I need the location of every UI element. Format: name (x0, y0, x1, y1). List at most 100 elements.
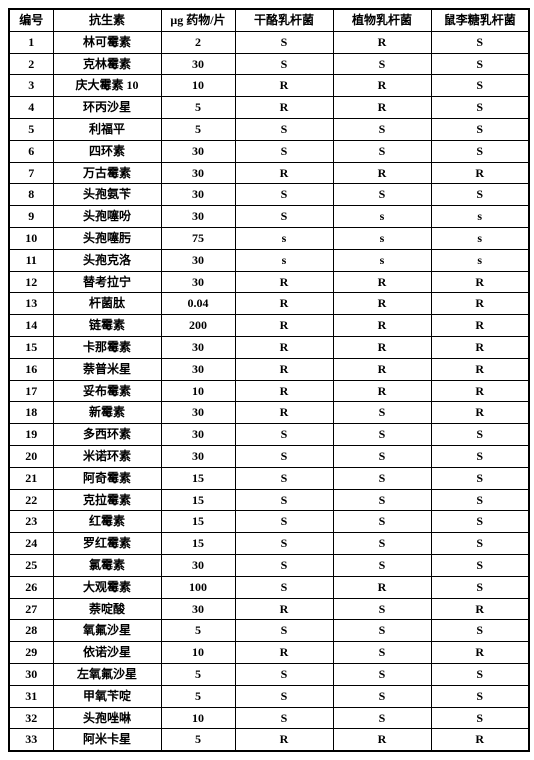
table-cell: S (235, 489, 333, 511)
table-cell: S (333, 445, 431, 467)
table-cell: S (333, 467, 431, 489)
table-cell: S (431, 554, 529, 576)
table-row: 10头孢噻肟75sss (9, 227, 529, 249)
table-row: 20米诺环素30SSS (9, 445, 529, 467)
table-cell: 环丙沙星 (53, 97, 161, 119)
table-cell: 庆大霉素 10 (53, 75, 161, 97)
table-cell: R (431, 642, 529, 664)
table-cell: 头孢噻肟 (53, 227, 161, 249)
table-cell: R (333, 31, 431, 53)
table-cell: R (333, 336, 431, 358)
table-cell: R (431, 729, 529, 751)
table-cell: 16 (9, 358, 53, 380)
table-cell: S (431, 533, 529, 555)
table-cell: 3 (9, 75, 53, 97)
table-row: 28氧氟沙星5SSS (9, 620, 529, 642)
table-cell: R (431, 402, 529, 424)
table-cell: 30 (161, 424, 235, 446)
table-cell: 1 (9, 31, 53, 53)
table-cell: R (333, 162, 431, 184)
table-cell: S (333, 554, 431, 576)
table-cell: S (431, 489, 529, 511)
table-cell: S (333, 184, 431, 206)
table-row: 1林可霉素2SRS (9, 31, 529, 53)
table-cell: S (235, 31, 333, 53)
table-cell: 杆菌肽 (53, 293, 161, 315)
table-cell: 4 (9, 97, 53, 119)
table-row: 26大观霉素100SRS (9, 576, 529, 598)
table-cell: 15 (161, 511, 235, 533)
table-cell: S (235, 53, 333, 75)
col-header-index: 编号 (9, 9, 53, 31)
table-cell: 克林霉素 (53, 53, 161, 75)
table-cell: S (431, 576, 529, 598)
table-cell: 5 (161, 118, 235, 140)
table-row: 32头孢唑啉10SSS (9, 707, 529, 729)
table-cell: s (431, 249, 529, 271)
table-cell: R (235, 75, 333, 97)
table-cell: R (333, 315, 431, 337)
table-cell: R (431, 315, 529, 337)
table-cell: 罗红霉素 (53, 533, 161, 555)
table-cell: 10 (161, 642, 235, 664)
table-cell: 萘普米星 (53, 358, 161, 380)
table-cell: 18 (9, 402, 53, 424)
table-cell: 7 (9, 162, 53, 184)
col-header-antibiotic: 抗生素 (53, 9, 161, 31)
table-cell: S (235, 663, 333, 685)
table-cell: R (235, 358, 333, 380)
table-cell: 克拉霉素 (53, 489, 161, 511)
table-cell: R (431, 271, 529, 293)
table-cell: S (235, 184, 333, 206)
table-cell: 33 (9, 729, 53, 751)
table-cell: R (333, 380, 431, 402)
table-cell: S (431, 707, 529, 729)
table-cell: 75 (161, 227, 235, 249)
table-cell: 5 (161, 729, 235, 751)
table-cell: s (235, 227, 333, 249)
table-cell: 卡那霉素 (53, 336, 161, 358)
table-cell: s (235, 249, 333, 271)
table-cell: 30 (161, 184, 235, 206)
table-row: 9头孢噻吩30Sss (9, 206, 529, 228)
table-cell: 30 (161, 402, 235, 424)
col-header-dose: μg 药物/片 (161, 9, 235, 31)
table-cell: R (431, 293, 529, 315)
table-cell: S (431, 663, 529, 685)
table-cell: s (431, 227, 529, 249)
table-cell: 30 (161, 358, 235, 380)
table-cell: S (235, 511, 333, 533)
table-cell: R (333, 293, 431, 315)
table-cell: R (333, 271, 431, 293)
table-cell: 氯霉素 (53, 554, 161, 576)
table-cell: 妥布霉素 (53, 380, 161, 402)
table-row: 12替考拉宁30RRR (9, 271, 529, 293)
table-cell: 23 (9, 511, 53, 533)
table-cell: R (333, 97, 431, 119)
table-cell: 5 (161, 97, 235, 119)
table-cell: 12 (9, 271, 53, 293)
table-cell: S (333, 489, 431, 511)
table-cell: 0.04 (161, 293, 235, 315)
table-cell: 30 (161, 162, 235, 184)
col-header-strain1: 干酪乳杆菌 (235, 9, 333, 31)
table-cell: 20 (9, 445, 53, 467)
table-cell: 依诺沙星 (53, 642, 161, 664)
table-cell: R (431, 162, 529, 184)
table-cell: 5 (9, 118, 53, 140)
table-cell: 15 (161, 467, 235, 489)
table-cell: 9 (9, 206, 53, 228)
table-cell: 29 (9, 642, 53, 664)
table-cell: R (431, 336, 529, 358)
table-row: 15卡那霉素30RRR (9, 336, 529, 358)
table-cell: S (431, 118, 529, 140)
table-cell: 大观霉素 (53, 576, 161, 598)
table-cell: 5 (161, 685, 235, 707)
table-cell: 6 (9, 140, 53, 162)
table-cell: R (431, 380, 529, 402)
table-cell: S (333, 707, 431, 729)
table-cell: R (235, 271, 333, 293)
table-cell: R (431, 358, 529, 380)
table-row: 11头孢克洛30sss (9, 249, 529, 271)
table-cell: 30 (9, 663, 53, 685)
